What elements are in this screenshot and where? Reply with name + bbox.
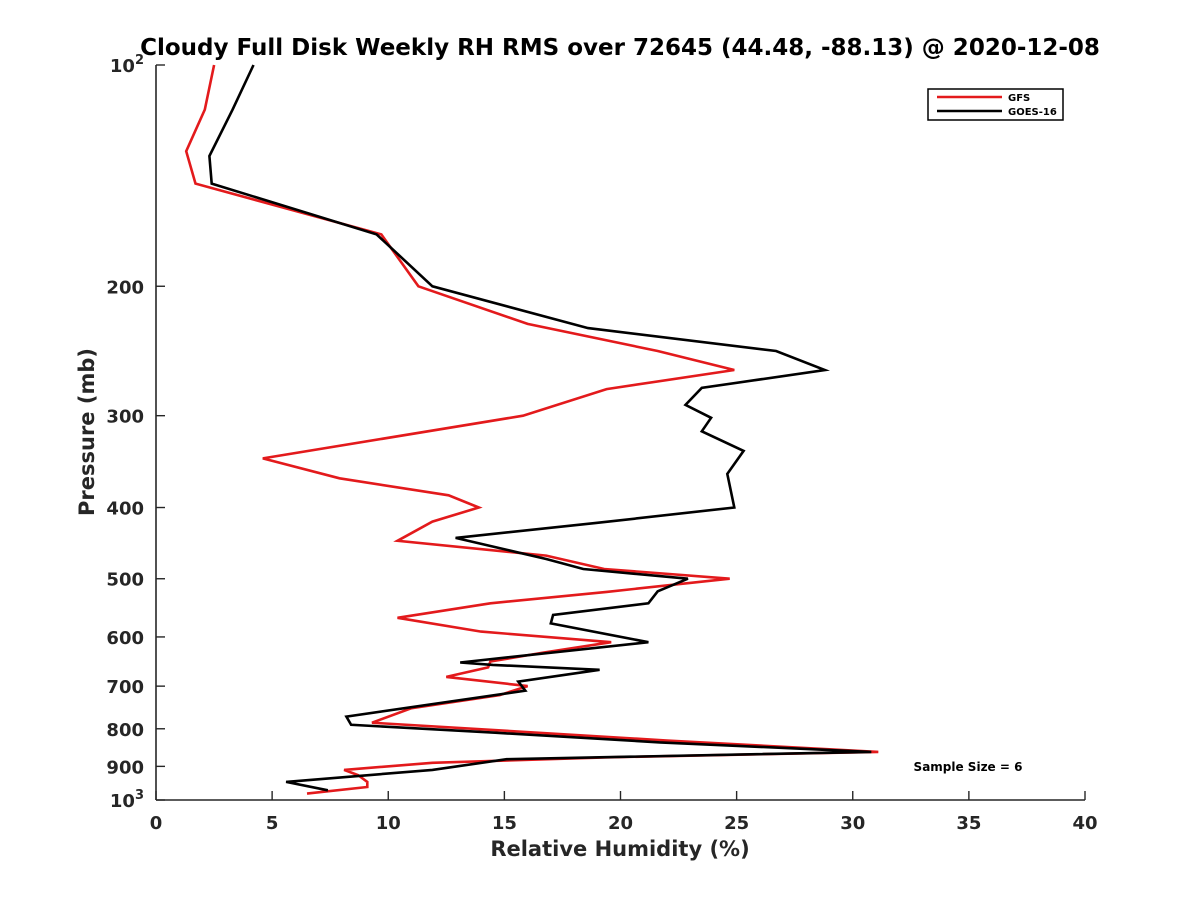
series-line-goes-16 xyxy=(208,64,872,792)
x-tick-label-25: 25 xyxy=(724,813,749,834)
x-tick-label-15: 15 xyxy=(492,813,517,834)
y-tick-label-300: 300 xyxy=(106,407,144,428)
y-axis-label: Pressure (mb) xyxy=(75,348,99,516)
plot-area xyxy=(156,65,1085,800)
legend-label-goes-16: GOES-16 xyxy=(1008,107,1057,118)
x-tick-label-0: 0 xyxy=(150,813,163,834)
plot-background xyxy=(156,65,1085,800)
chart-legend: GFS GOES-16 xyxy=(927,88,1064,121)
x-tick-label-40: 40 xyxy=(1072,813,1097,834)
x-tick-label-30: 30 xyxy=(840,813,865,834)
y-tick-label-1000: 103 xyxy=(110,788,144,812)
axes-layer: 0 5 10 15 20 25 30 35 40 102 200 300 400 500 600 700 800… xyxy=(106,53,1097,834)
y-tick-label-200: 200 xyxy=(106,277,144,298)
x-tick-label-20: 20 xyxy=(608,813,633,834)
x-tick-label-35: 35 xyxy=(956,813,981,834)
y-tick-label-400: 400 xyxy=(106,499,144,520)
legend-box xyxy=(927,88,1064,121)
y-tick-label-700: 700 xyxy=(106,677,144,698)
x-axis-label: Relative Humidity (%) xyxy=(490,837,749,861)
y-tick-label-500: 500 xyxy=(106,570,144,591)
x-tick-label-5: 5 xyxy=(266,813,279,834)
legend-label-gfs: GFS xyxy=(1008,93,1030,104)
y-tick-label-900: 900 xyxy=(106,757,144,778)
sample-size-annotation: Sample Size = 6 xyxy=(914,760,1023,774)
y-tick-label-800: 800 xyxy=(106,720,144,741)
chart-title: Cloudy Full Disk Weekly RH RMS over 7264… xyxy=(140,35,1100,61)
y-tick-label-100: 102 xyxy=(110,53,144,77)
y-tick-label-600: 600 xyxy=(106,628,144,649)
series-layer xyxy=(184,64,879,795)
x-tick-label-10: 10 xyxy=(376,813,401,834)
